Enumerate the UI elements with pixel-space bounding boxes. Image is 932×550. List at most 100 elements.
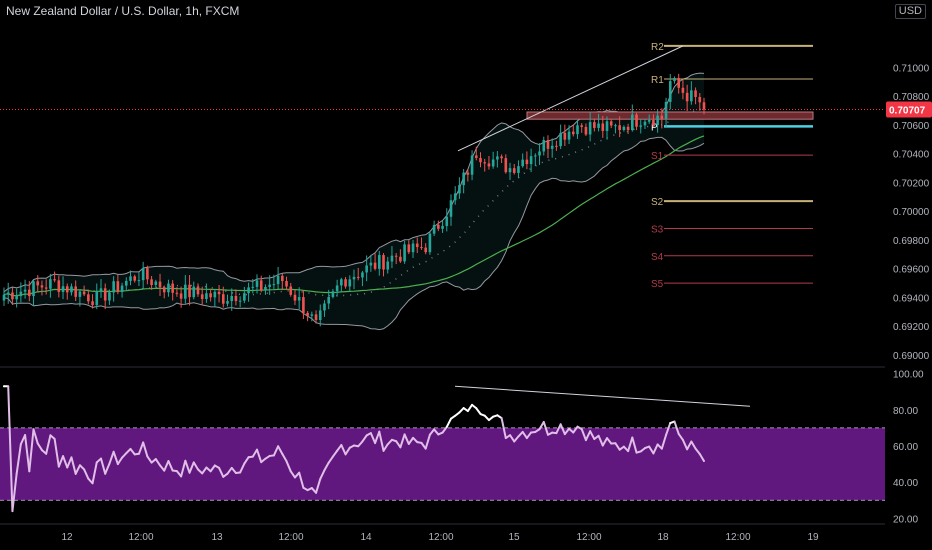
candle-body bbox=[394, 255, 398, 257]
price-axis-tick: 0.69400 bbox=[893, 293, 930, 304]
candle-body bbox=[432, 224, 436, 234]
pivot-label-r1: R1 bbox=[651, 75, 664, 86]
candle-body bbox=[496, 156, 499, 160]
rsi-line-segment bbox=[424, 433, 431, 450]
candle-body bbox=[70, 286, 73, 293]
candle-body bbox=[420, 247, 423, 249]
rsi-line-segment bbox=[243, 456, 250, 465]
rsi-line-segment bbox=[66, 456, 73, 469]
rsi-line-segment bbox=[521, 430, 528, 440]
rsi-line-segment bbox=[369, 432, 377, 445]
rsi-axis-tick: 40.00 bbox=[893, 478, 918, 489]
price-axis-tick: 0.70600 bbox=[893, 121, 930, 132]
candle-body bbox=[361, 272, 364, 278]
candle-body bbox=[542, 140, 546, 152]
candle-body bbox=[491, 159, 495, 167]
candle-body bbox=[369, 262, 373, 266]
rsi-line-segment bbox=[601, 437, 609, 447]
candle-body bbox=[184, 284, 187, 299]
candle-body bbox=[19, 291, 23, 297]
candle-body bbox=[137, 280, 141, 282]
rsi-line-segment bbox=[627, 436, 634, 453]
candle-body bbox=[567, 131, 571, 140]
candle-body bbox=[356, 276, 360, 278]
candle-body bbox=[255, 280, 259, 287]
symbol-title: New Zealand Dollar / U.S. Dollar, 1h, FX… bbox=[6, 4, 240, 18]
rsi-line-segment bbox=[319, 469, 326, 480]
candle-body bbox=[571, 131, 575, 135]
candle-body bbox=[584, 126, 588, 135]
rsi-line-segment bbox=[129, 447, 136, 456]
candle-body bbox=[470, 155, 474, 175]
time-axis-tick: 12 bbox=[61, 532, 73, 543]
candle-body bbox=[563, 132, 567, 140]
rsi-axis-tick: 20.00 bbox=[893, 514, 918, 525]
rsi-line-segment bbox=[108, 450, 115, 465]
rsi-line-segment bbox=[285, 460, 292, 473]
bollinger-lower-band bbox=[3, 136, 705, 331]
rsi-line-segment bbox=[256, 448, 263, 464]
candle-body bbox=[399, 256, 402, 262]
rsi-line-segment bbox=[563, 427, 571, 436]
rsi-line-segment bbox=[298, 471, 305, 489]
candle-body bbox=[264, 287, 267, 291]
rsi-line-segment bbox=[698, 453, 705, 463]
candle-body bbox=[504, 158, 508, 173]
candle-body bbox=[141, 268, 145, 281]
candle-body bbox=[377, 255, 381, 269]
rsi-line-segment bbox=[458, 407, 465, 414]
candle-body bbox=[82, 291, 86, 295]
rsi-line-segment bbox=[167, 460, 174, 472]
rsi-line-segment bbox=[538, 420, 545, 431]
rsi-line-segment bbox=[673, 420, 680, 435]
moving-average-line bbox=[3, 135, 705, 297]
rsi-line-segment bbox=[7, 385, 14, 513]
rsi-line-segment bbox=[192, 461, 199, 471]
candle-body bbox=[53, 279, 56, 281]
pivot-label-r2: R2 bbox=[651, 42, 664, 53]
candle-body bbox=[65, 286, 69, 293]
candle-body bbox=[415, 243, 419, 248]
candle-body bbox=[521, 159, 524, 167]
candle-body bbox=[87, 294, 90, 302]
candle-body bbox=[618, 125, 621, 131]
rsi-line-segment bbox=[24, 434, 31, 473]
rsi-line-segment bbox=[336, 444, 343, 452]
candle-body bbox=[352, 276, 356, 280]
candle-body bbox=[576, 125, 579, 135]
rsi-line-segment bbox=[374, 430, 381, 445]
candle-body bbox=[428, 233, 432, 253]
rsi-line-segment bbox=[433, 428, 440, 436]
candle-body bbox=[643, 121, 647, 126]
rsi-line-segment bbox=[83, 468, 90, 480]
resistance-zone bbox=[526, 111, 814, 120]
rsi-line-segment bbox=[230, 466, 237, 474]
candle-body bbox=[268, 284, 271, 288]
candle-body bbox=[588, 122, 592, 135]
rsi-line-segment bbox=[580, 428, 587, 442]
rsi-line-segment bbox=[323, 461, 330, 472]
candle-body bbox=[150, 279, 153, 285]
pivot-label-p: P bbox=[651, 122, 658, 133]
rsi-line-segment bbox=[525, 431, 533, 440]
rsi-line-segment bbox=[631, 436, 638, 454]
candle-body bbox=[550, 145, 554, 149]
candle-body bbox=[677, 78, 681, 88]
rsi-line-segment bbox=[163, 460, 170, 472]
candle-body bbox=[597, 123, 600, 128]
candle-body bbox=[238, 300, 242, 302]
candle-body bbox=[200, 294, 204, 299]
rsi-line-segment bbox=[327, 455, 334, 464]
time-axis-tick: 14 bbox=[360, 532, 372, 543]
rsi-line-segment bbox=[475, 407, 482, 416]
candle-body bbox=[512, 168, 516, 173]
rsi-line-segment bbox=[281, 452, 288, 463]
rsi-line-segment bbox=[289, 470, 296, 479]
candle-body bbox=[196, 286, 200, 295]
currency-badge[interactable]: USD bbox=[894, 4, 926, 19]
time-axis-tick: 12:00 bbox=[428, 532, 453, 543]
rsi-line-segment bbox=[428, 428, 436, 436]
candle-body bbox=[614, 125, 617, 127]
rsi-line-segment bbox=[500, 417, 507, 440]
